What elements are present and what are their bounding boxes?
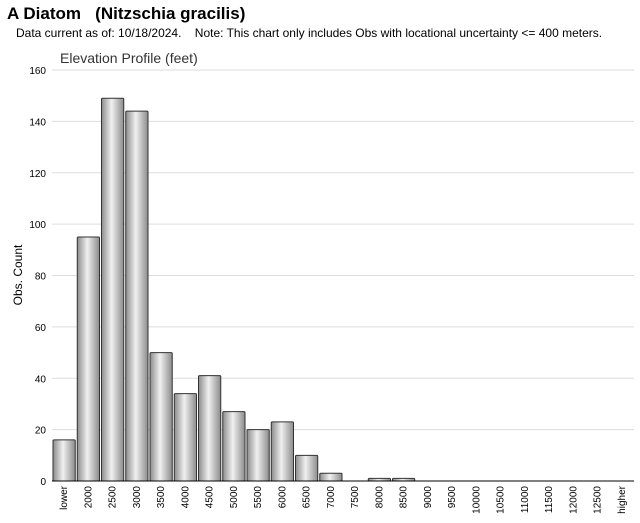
x-tick-label: 7500: [350, 486, 361, 509]
x-tick-label: 10000: [471, 486, 482, 514]
x-tick-label: 6500: [302, 486, 313, 509]
x-tick-label: 2500: [108, 486, 119, 509]
x-tick-label: 8000: [374, 486, 385, 509]
x-tick-label: 11000: [520, 486, 531, 514]
bar-2000: [76, 236, 100, 482]
x-tick-label: 6000: [277, 486, 288, 509]
bar-4500: [198, 375, 222, 482]
bar-5500: [246, 429, 270, 482]
x-tick-label: 10500: [496, 486, 507, 514]
bar-6500: [295, 454, 319, 482]
x-tick-label: 7000: [326, 486, 337, 509]
page-title: A Diatom (Nitzschia gracilis): [7, 4, 246, 23]
x-tick-label: 2000: [83, 486, 94, 509]
x-tick-label: 3500: [156, 486, 167, 509]
bar-lower: [52, 439, 76, 482]
x-tick-label: 5000: [229, 486, 240, 509]
y-tick-label: 40: [35, 374, 47, 385]
x-tick-label: 4000: [180, 486, 191, 509]
x-tick-label: 12000: [568, 486, 579, 514]
x-tick-label: lower: [59, 485, 70, 510]
bar-3500: [149, 352, 173, 482]
y-tick-label: 80: [35, 272, 47, 283]
bar-5000: [222, 411, 246, 482]
data-note: Data current as of: 10/18/2024. Note: Th…: [16, 26, 603, 40]
y-axis-label: Obs. Count: [11, 244, 25, 305]
x-tick-label: 5500: [253, 486, 264, 509]
x-tick-label: 8500: [399, 486, 410, 509]
x-tick-label: 12500: [593, 486, 604, 514]
x-tick-label: 3000: [132, 486, 143, 509]
x-tick-label: 9000: [423, 486, 434, 509]
bar-6000: [270, 421, 294, 482]
y-tick-label: 0: [40, 477, 46, 488]
x-tick-label: 11500: [544, 486, 555, 514]
y-tick-label: 20: [35, 426, 47, 437]
y-tick-label: 160: [29, 66, 46, 77]
y-tick-label: 60: [35, 323, 47, 334]
bar-7000: [319, 472, 343, 482]
bar-3000: [125, 110, 149, 482]
x-tick-label: 9500: [447, 486, 458, 509]
x-tick-label: higher: [617, 485, 628, 513]
x-tick-label: 4500: [205, 486, 216, 509]
bar-2500: [101, 97, 125, 482]
bar-4000: [173, 393, 197, 482]
y-tick-label: 100: [29, 220, 46, 231]
chart-title: Elevation Profile (feet): [60, 50, 198, 66]
y-tick-label: 120: [29, 169, 46, 180]
y-tick-label: 140: [29, 117, 46, 128]
